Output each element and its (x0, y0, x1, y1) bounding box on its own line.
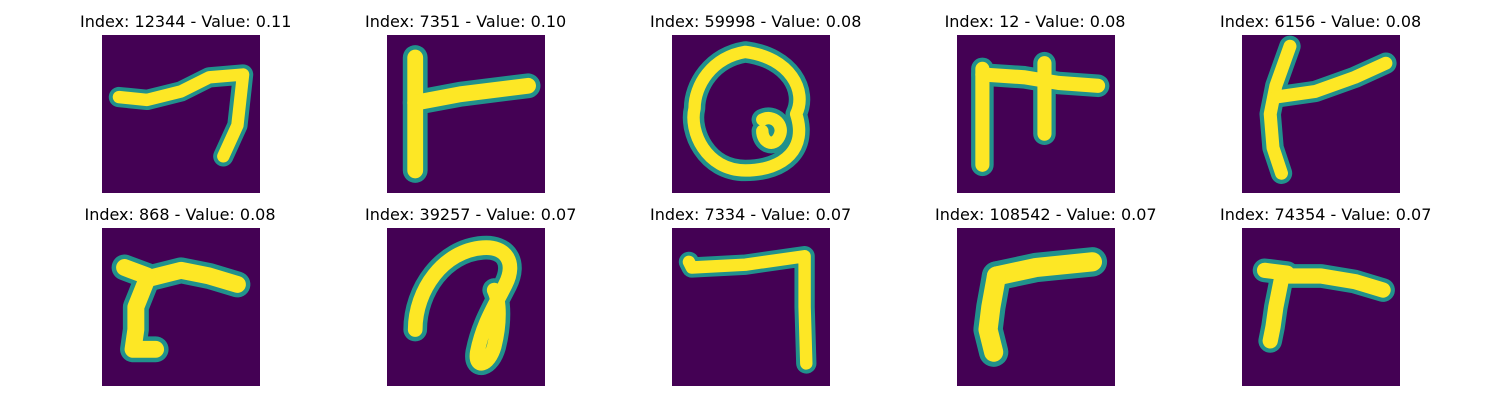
panel-9: Index: 108542 - Value: 0.07 (935, 203, 1157, 388)
panel-6: Index: 868 - Value: 0.08 (80, 203, 280, 388)
panel-1: Index: 12344 - Value: 0.11 (80, 10, 292, 195)
panel-10: Index: 74354 - Value: 0.07 (1220, 203, 1432, 388)
panel-title: Index: 108542 - Value: 0.07 (935, 205, 1157, 224)
handwritten-glyph-curl-icon (387, 228, 545, 386)
handwritten-glyph-vertical-with-right-bar-icon (387, 35, 545, 193)
panel-title: Index: 7334 - Value: 0.07 (650, 205, 852, 224)
handwritten-glyph-r-like-icon (102, 228, 260, 386)
panel-title: Index: 59998 - Value: 0.08 (650, 12, 862, 31)
panel-2: Index: 7351 - Value: 0.10 (365, 10, 567, 195)
panel-5: Index: 6156 - Value: 0.08 (1220, 10, 1422, 195)
panel-title: Index: 12 - Value: 0.08 (944, 12, 1126, 31)
handwritten-glyph-slanted-vertical-with-bar-icon (1242, 35, 1400, 193)
panel-8: Index: 7334 - Value: 0.07 (650, 203, 852, 388)
handwritten-glyph-loop-icon (672, 35, 830, 193)
handwritten-glyph-pi-like-icon (957, 35, 1115, 193)
panel-4: Index: 12 - Value: 0.08 (935, 10, 1135, 195)
panel-title: Index: 868 - Value: 0.08 (84, 205, 276, 224)
handwritten-glyph-thick-r-like-icon (957, 228, 1115, 386)
panel-title: Index: 7351 - Value: 0.10 (365, 12, 567, 31)
panel-title: Index: 6156 - Value: 0.08 (1220, 12, 1422, 31)
handwritten-glyph-small-r-like-icon (1242, 228, 1400, 386)
panel-3: Index: 59998 - Value: 0.08 (650, 10, 862, 195)
handwritten-glyph-horizontal-stroke-with-hook-icon (102, 35, 260, 193)
panel-title: Index: 12344 - Value: 0.11 (80, 12, 292, 31)
handwritten-glyph-seven-like-icon (672, 228, 830, 386)
panel-7: Index: 39257 - Value: 0.07 (365, 203, 577, 388)
panel-title: Index: 74354 - Value: 0.07 (1220, 205, 1432, 224)
panel-title: Index: 39257 - Value: 0.07 (365, 205, 577, 224)
